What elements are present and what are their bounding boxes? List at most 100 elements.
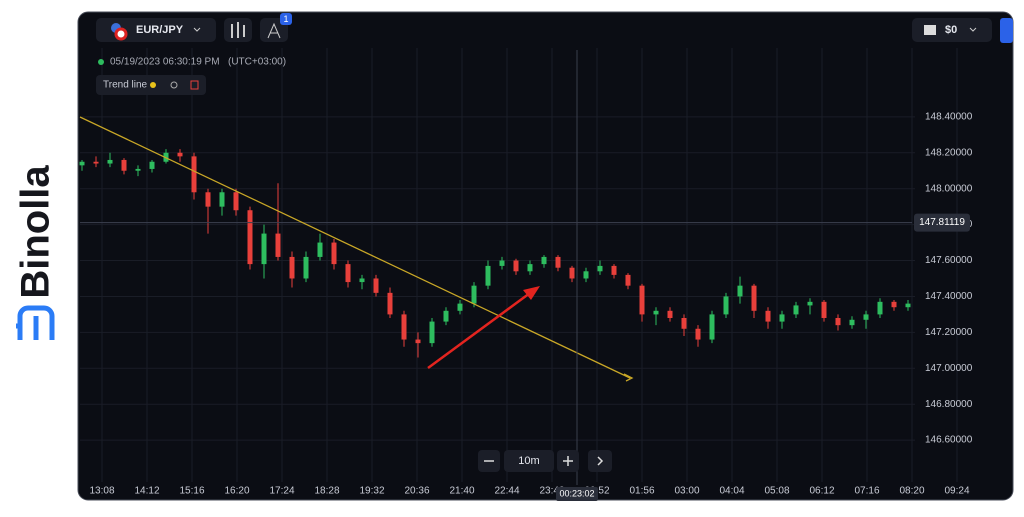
tool-color: [150, 82, 156, 88]
deposit-button[interactable]: [1000, 18, 1013, 43]
candle-body: [611, 265, 617, 275]
candle-body: [737, 285, 743, 297]
candle-body: [905, 303, 911, 308]
candle-body: [485, 265, 491, 286]
trend-line: [79, 116, 631, 379]
candle-body: [835, 317, 841, 326]
candle-body: [121, 159, 127, 171]
delete-icon[interactable]: [190, 80, 199, 90]
plus-icon: [563, 456, 573, 466]
y-tick-label: 147.60000: [925, 255, 973, 266]
indicators-icon: [231, 22, 245, 38]
candle-body: [191, 156, 197, 193]
interval-box: [504, 450, 554, 472]
x-tick-label: 17:24: [269, 486, 294, 497]
candle-body: [261, 233, 267, 265]
x-tick-label: 05:08: [764, 486, 789, 497]
status-dot: [98, 59, 104, 65]
drawing-icon: [267, 22, 281, 39]
x-tick-label: 19:32: [359, 486, 384, 497]
candle-body: [415, 339, 421, 344]
candle-body: [205, 192, 211, 207]
candle-body: [513, 260, 519, 272]
y-tick-label: 147.00000: [925, 363, 973, 374]
x-tick-label: 18:28: [314, 486, 339, 497]
x-tick-label: 04:04: [719, 486, 744, 497]
datetime: 05/19/2023 06:30:19 PM: [110, 57, 220, 68]
x-tick-label: 03:00: [674, 486, 699, 497]
candle-body: [93, 161, 99, 164]
visibility-icon[interactable]: [170, 81, 178, 89]
y-tick-label: 148.40000: [925, 111, 973, 122]
candle-body: [345, 264, 351, 283]
candle-body: [233, 192, 239, 211]
dropdown-icon: [193, 27, 201, 32]
dropdown-icon: [969, 27, 977, 32]
candle-body: [177, 152, 183, 157]
x-tick-label: 16:20: [224, 486, 249, 497]
y-tick-label: 146.60000: [925, 435, 973, 446]
y-tick-label: 147.20000: [925, 327, 973, 338]
chart-panel: [77, 11, 1014, 501]
candle-body: [625, 274, 631, 286]
x-tick-label: 15:16: [179, 486, 204, 497]
x-tick-label: 20:36: [404, 486, 429, 497]
candle-body: [821, 301, 827, 318]
balance-selector[interactable]: [912, 18, 992, 42]
x-tick-label: 13:08: [89, 486, 114, 497]
chevron-icon: [597, 456, 604, 466]
candle-body: [751, 285, 757, 311]
y-tick-label: 148.20000: [925, 147, 973, 158]
x-tick-label: 06:12: [809, 486, 834, 497]
candle-body: [779, 314, 785, 322]
badge: [280, 13, 292, 25]
y-tick-label: 147.40000: [925, 291, 973, 302]
brand: Binolla: [14, 165, 58, 299]
candle-body: [289, 256, 295, 279]
candle-body: [527, 264, 533, 272]
candle-body: [499, 260, 505, 266]
candle-body: [541, 256, 547, 265]
trend-arrowhead: [623, 373, 634, 382]
badge-count: 1: [283, 14, 288, 24]
candle-body: [583, 271, 589, 279]
candle-body: [849, 319, 855, 326]
candle-body: [765, 310, 771, 322]
x-tick-label: 21:40: [449, 486, 474, 497]
candle-body: [107, 159, 113, 164]
x-tick-label: 07:16: [854, 486, 879, 497]
candle-body: [891, 301, 897, 308]
candle-body: [681, 317, 687, 329]
crosshair-time-box: [556, 487, 598, 501]
candle-body: [79, 161, 85, 166]
flag-jp: [114, 27, 128, 41]
scroll-right[interactable]: [588, 450, 612, 472]
candle-body: [219, 192, 225, 207]
candle-body: [457, 303, 463, 311]
candle-body: [639, 285, 645, 315]
candle-body: [443, 310, 449, 322]
y-tick-label: 146.80000: [925, 399, 973, 410]
candle-body: [597, 265, 603, 272]
x-tick-label: 14:12: [134, 486, 159, 497]
candle-body: [317, 242, 323, 257]
candle-body: [667, 310, 673, 318]
candle-body: [373, 278, 379, 293]
candle-body: [471, 285, 477, 304]
x-tick-label: 22:44: [494, 486, 519, 497]
candle-body: [807, 301, 813, 306]
candle-body: [247, 210, 253, 265]
candle-body: [709, 314, 715, 340]
candle-body: [331, 242, 337, 265]
candle-body: [723, 296, 729, 315]
y-tick-label: 148.00000: [925, 183, 973, 194]
x-tick-label: 23:48: [539, 486, 564, 497]
x-tick-label: 09:24: [944, 486, 969, 497]
candle-body: [863, 314, 869, 320]
balance: $0: [945, 24, 957, 36]
candle-body: [149, 161, 155, 169]
candle-body: [877, 301, 883, 315]
crosshair-time: 00:23:02: [559, 488, 594, 498]
candle-body: [303, 256, 309, 279]
